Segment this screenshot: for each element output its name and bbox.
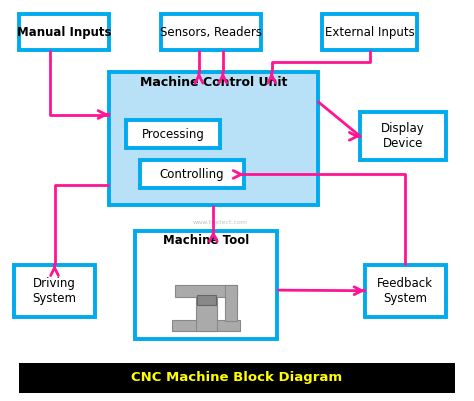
Text: Processing: Processing — [142, 128, 204, 141]
FancyBboxPatch shape — [365, 265, 446, 317]
FancyBboxPatch shape — [140, 160, 244, 188]
FancyBboxPatch shape — [135, 231, 277, 339]
FancyBboxPatch shape — [196, 297, 217, 331]
FancyBboxPatch shape — [225, 285, 237, 321]
Text: Driving
System: Driving System — [33, 277, 76, 305]
FancyBboxPatch shape — [19, 363, 455, 393]
FancyBboxPatch shape — [360, 112, 446, 160]
Text: www.thetect.com: www.thetect.com — [193, 220, 248, 225]
FancyBboxPatch shape — [175, 285, 237, 297]
Text: Machine Tool: Machine Tool — [163, 234, 249, 247]
Text: Display
Device: Display Device — [381, 122, 425, 150]
Text: Machine Control Unit: Machine Control Unit — [140, 76, 287, 89]
Text: Feedback
System: Feedback System — [377, 277, 433, 305]
Text: Sensors, Readers: Sensors, Readers — [160, 26, 262, 38]
FancyBboxPatch shape — [19, 14, 109, 50]
FancyBboxPatch shape — [14, 265, 95, 317]
FancyBboxPatch shape — [197, 295, 216, 305]
FancyBboxPatch shape — [322, 14, 417, 50]
Text: Controlling: Controlling — [160, 168, 224, 181]
FancyBboxPatch shape — [161, 14, 261, 50]
Text: External Inputs: External Inputs — [325, 26, 415, 38]
FancyBboxPatch shape — [109, 72, 318, 205]
Text: Manual Inputs: Manual Inputs — [17, 26, 111, 38]
Text: CNC Machine Block Diagram: CNC Machine Block Diagram — [131, 371, 343, 385]
FancyBboxPatch shape — [126, 120, 220, 148]
FancyBboxPatch shape — [172, 320, 240, 331]
